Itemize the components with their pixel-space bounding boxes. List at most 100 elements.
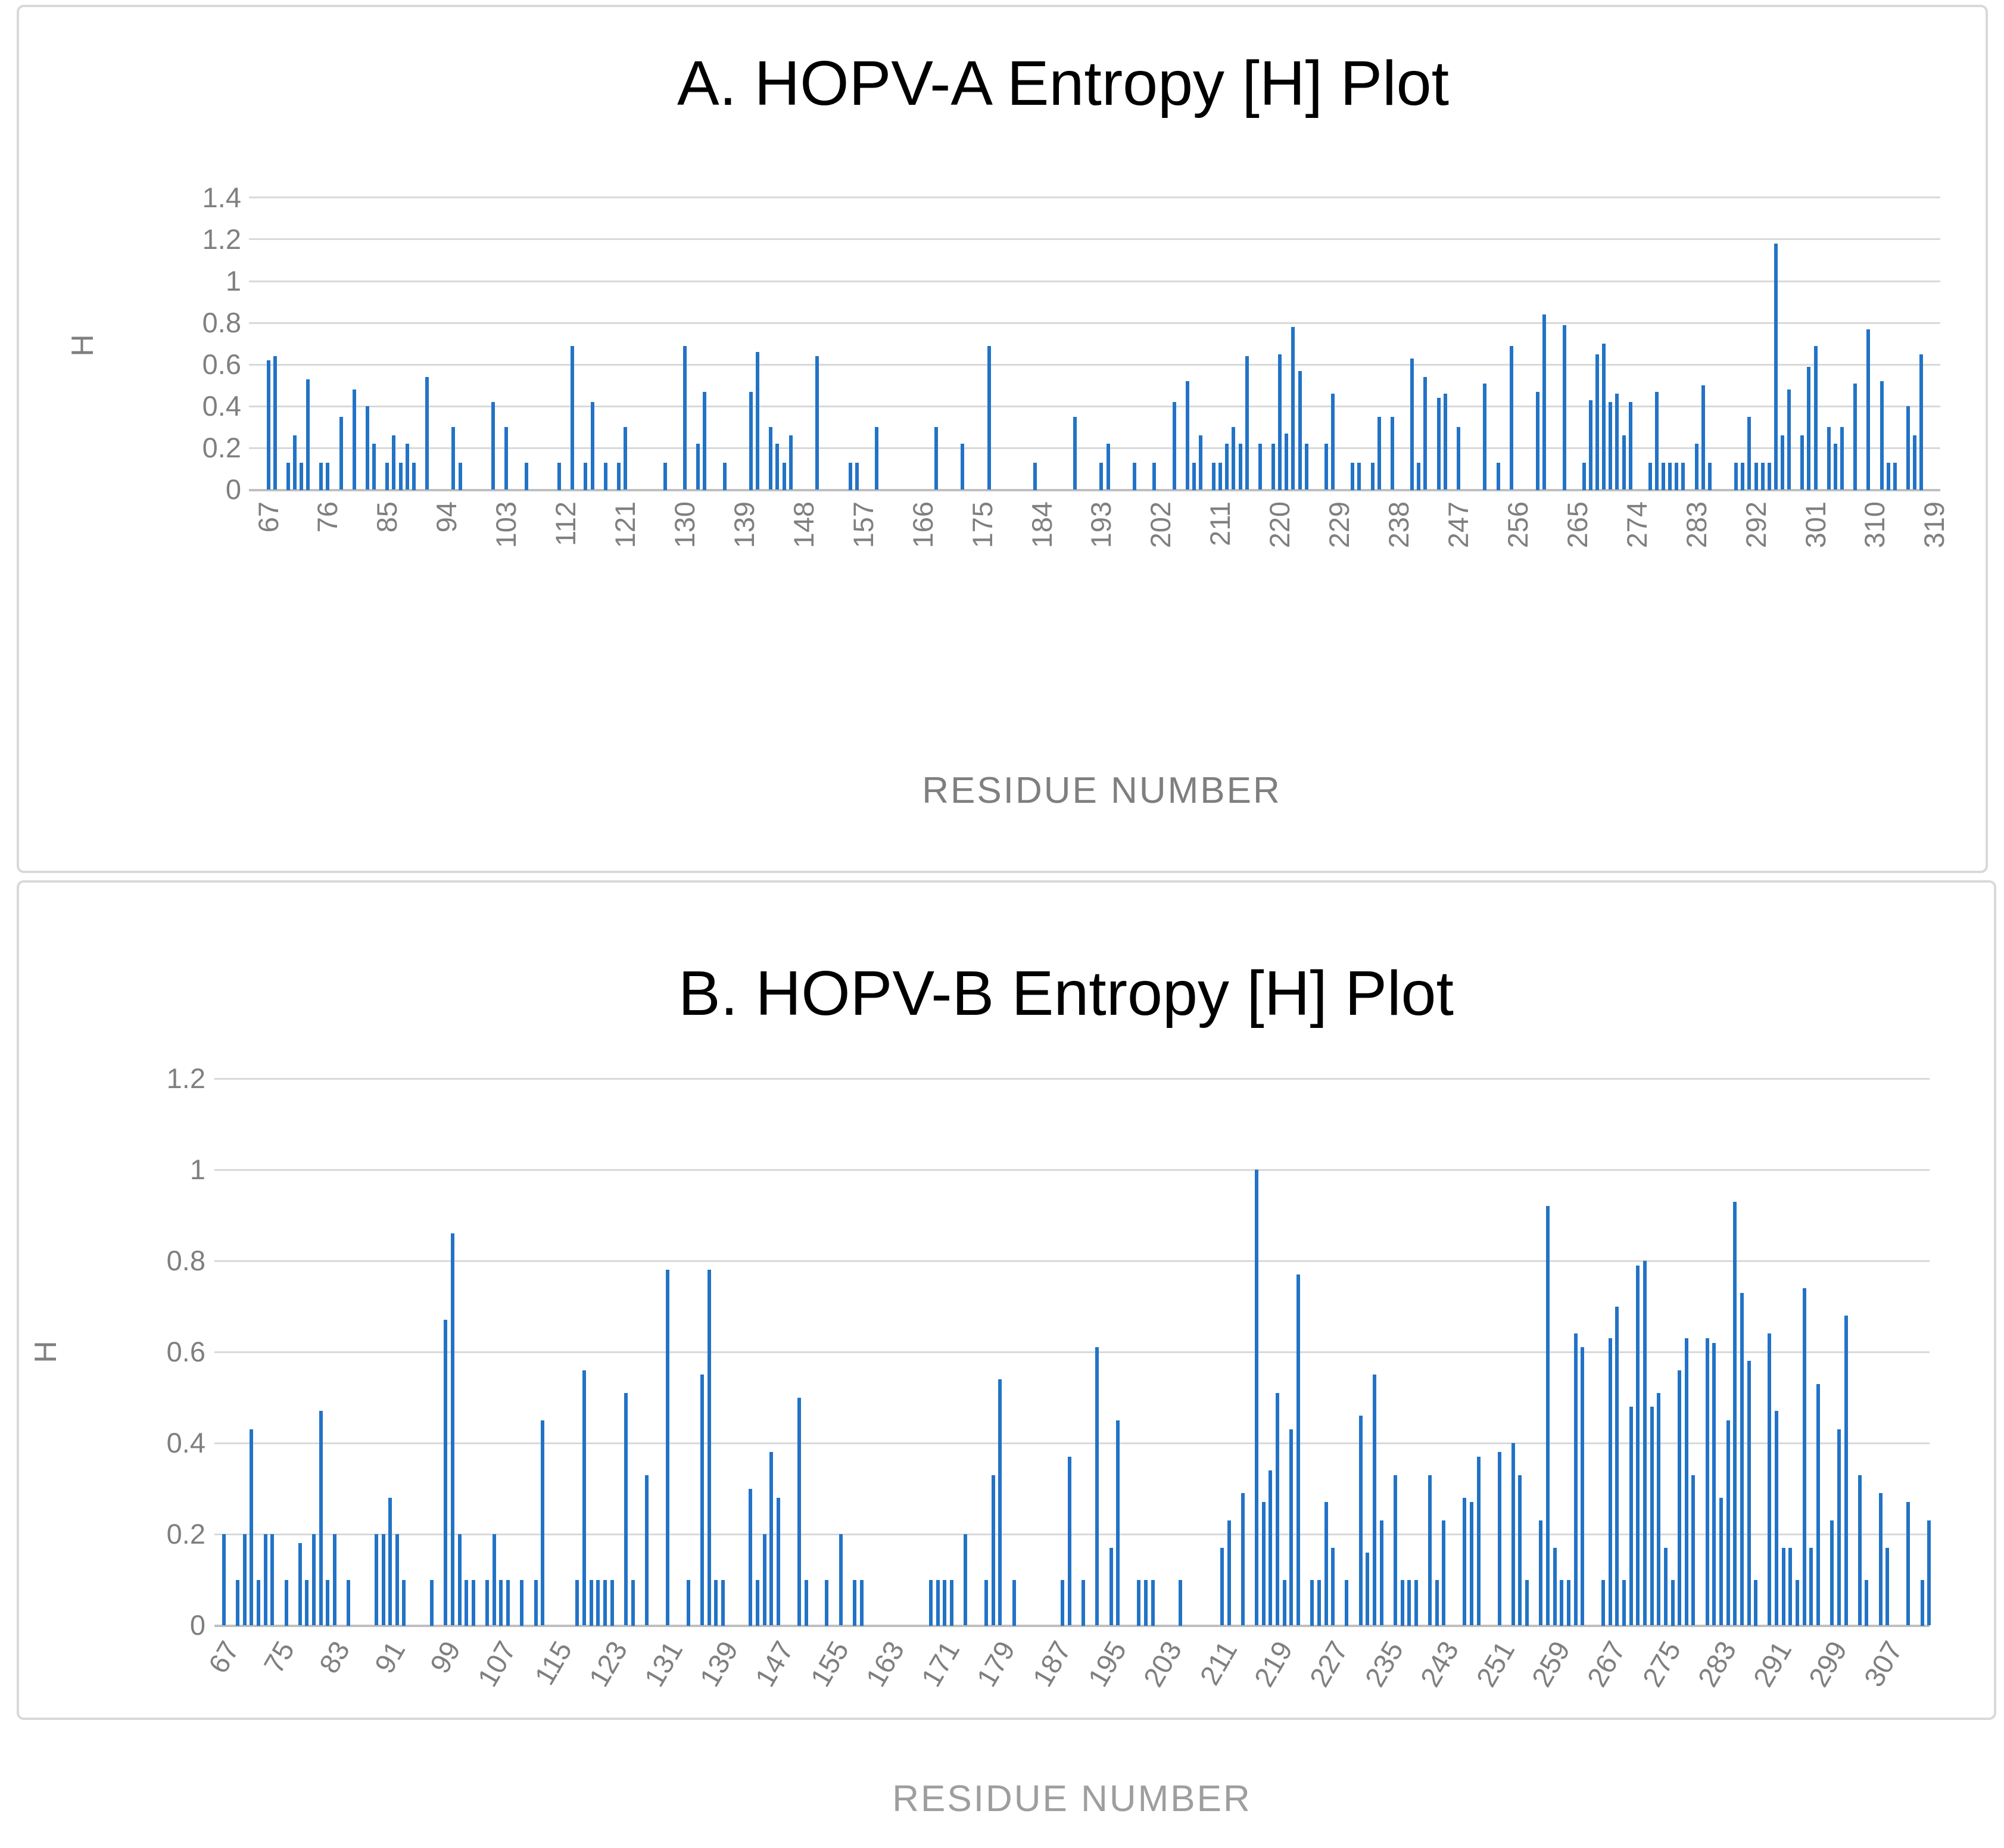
bar-residue-310 xyxy=(1906,1502,1910,1625)
bar-residue-179 xyxy=(998,1379,1002,1625)
bar-residue-312 xyxy=(1921,1580,1924,1626)
bar-residue-237 xyxy=(1401,1580,1404,1626)
bar-residue-309 xyxy=(1866,329,1870,490)
bar-residue-72 xyxy=(257,1580,260,1626)
bar-residue-307 xyxy=(1853,384,1857,490)
bar-residue-80 xyxy=(353,389,356,490)
bar-residue-297 xyxy=(1816,1384,1820,1625)
bar-residue-277 xyxy=(1678,1370,1681,1625)
bar-residue-283 xyxy=(1719,1498,1723,1625)
bar-residue-116 xyxy=(591,402,594,490)
bar-residue-226 xyxy=(1324,1502,1328,1625)
gridline xyxy=(214,1442,1930,1444)
x-tick-label: 67 xyxy=(253,501,284,533)
bar-residue-177 xyxy=(984,1580,988,1626)
bar-residue-171 xyxy=(943,1580,946,1626)
bar-residue-267 xyxy=(1609,1338,1612,1625)
bar-residue-76 xyxy=(326,463,329,490)
gridline xyxy=(214,1078,1930,1080)
bar-residue-251 xyxy=(1498,1452,1501,1625)
bar-residue-79 xyxy=(305,1580,308,1626)
bar-residue-85 xyxy=(385,463,389,490)
bar-residue-91 xyxy=(388,1498,392,1625)
bar-residue-199 xyxy=(1137,1580,1140,1626)
y-tick-label: 1.2 xyxy=(202,223,241,255)
bar-residue-150 xyxy=(797,1398,801,1626)
bar-residue-154 xyxy=(825,1580,828,1626)
bar-residue-137 xyxy=(708,1270,711,1625)
bar-residue-119 xyxy=(582,1370,586,1625)
bar-residue-214 xyxy=(1241,1493,1245,1625)
x-tick-label: 292 xyxy=(1740,501,1772,549)
bar-residue-299 xyxy=(1800,435,1804,490)
x-tick-label: 193 xyxy=(1085,501,1117,549)
bar-residue-144 xyxy=(756,1580,759,1626)
x-tick-label: 238 xyxy=(1383,501,1414,549)
bar-residue-205 xyxy=(1179,1580,1182,1626)
bar-residue-72 xyxy=(300,463,303,490)
bar-residue-97 xyxy=(430,1580,434,1626)
bar-residue-189 xyxy=(1073,417,1077,490)
bar-residue-122 xyxy=(603,1580,607,1626)
bar-residue-301 xyxy=(1844,1316,1848,1625)
bar-residue-242 xyxy=(1423,377,1427,490)
bar-residue-201 xyxy=(1152,463,1156,490)
bar-residue-270 xyxy=(1609,402,1612,490)
x-tick-label: 121 xyxy=(609,501,641,549)
bar-residue-193 xyxy=(1099,463,1103,490)
bar-residue-216 xyxy=(1255,1170,1258,1625)
x-tick-label: 139 xyxy=(728,501,760,549)
y-tick-label: 0.4 xyxy=(166,1427,205,1459)
bar-residue-215 xyxy=(1245,356,1249,490)
bar-residue-232 xyxy=(1366,1553,1369,1625)
bar-residue-217 xyxy=(1258,444,1262,490)
bar-residue-301 xyxy=(1814,346,1818,490)
bar-residue-257 xyxy=(1539,1520,1542,1625)
bar-residue-188 xyxy=(1061,1580,1064,1626)
bar-residue-272 xyxy=(1622,435,1626,490)
bar-residue-196 xyxy=(1116,1420,1120,1625)
y-tick-label: 1.4 xyxy=(202,182,241,213)
x-tick-label: 76 xyxy=(311,501,343,533)
bar-residue-303 xyxy=(1858,1475,1862,1625)
bar-residue-271 xyxy=(1615,394,1619,490)
bar-residue-288 xyxy=(1754,1580,1757,1626)
bar-residue-267 xyxy=(1589,400,1592,490)
bar-residue-90 xyxy=(382,1534,385,1625)
bar-residue-292 xyxy=(1754,463,1758,490)
bar-residue-258 xyxy=(1546,1206,1550,1625)
bar-residue-270 xyxy=(1629,1407,1633,1625)
bar-residue-208 xyxy=(1199,435,1202,490)
bar-residue-82 xyxy=(326,1580,329,1626)
bar-residue-278 xyxy=(1662,463,1665,490)
y-tick-label: 0.2 xyxy=(202,432,241,463)
bar-residue-136 xyxy=(723,463,727,490)
x-tick-label: 202 xyxy=(1145,501,1176,549)
bar-residue-290 xyxy=(1741,463,1744,490)
bar-residue-120 xyxy=(617,463,621,490)
y-tick-label: 0 xyxy=(225,473,241,505)
bar-residue-259 xyxy=(1553,1548,1557,1625)
bar-residue-239 xyxy=(1414,1580,1418,1626)
y-tick-label: 0 xyxy=(189,1609,205,1641)
bar-residue-133 xyxy=(703,392,706,490)
bar-residue-221 xyxy=(1285,434,1288,490)
bar-residue-300 xyxy=(1837,1429,1841,1625)
bar-residue-240 xyxy=(1410,359,1414,490)
bar-residue-128 xyxy=(645,1475,649,1625)
y-tick-label: 0.8 xyxy=(166,1245,205,1276)
bar-residue-159 xyxy=(860,1580,864,1626)
gridline xyxy=(214,1534,1930,1535)
bar-residue-195 xyxy=(1109,1548,1113,1625)
bar-residue-103 xyxy=(472,1580,475,1626)
bar-residue-172 xyxy=(950,1580,953,1626)
bar-residue-283 xyxy=(1695,444,1698,490)
bar-residue-210 xyxy=(1212,463,1216,490)
bar-residue-255 xyxy=(1510,346,1513,490)
bar-residue-289 xyxy=(1734,463,1738,490)
y-tick-label: 1.2 xyxy=(166,1062,205,1094)
bar-residue-231 xyxy=(1359,1416,1363,1625)
bar-residue-83 xyxy=(372,444,376,490)
bar-residue-174 xyxy=(964,1534,967,1625)
gridline xyxy=(214,1351,1930,1353)
